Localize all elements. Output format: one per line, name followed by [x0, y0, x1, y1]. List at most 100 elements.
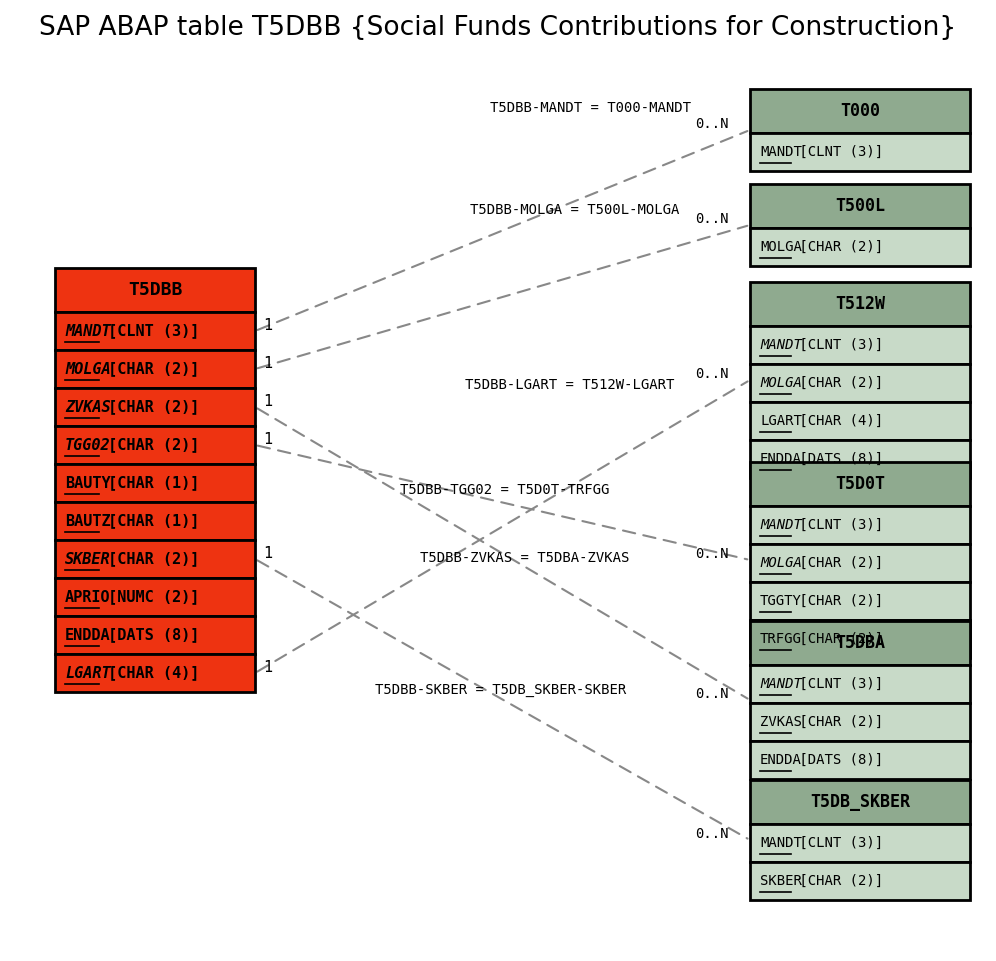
Text: TGG02: TGG02 — [65, 437, 111, 453]
Text: T5DBB-SKBER = T5DB_SKBER-SKBER: T5DBB-SKBER = T5DB_SKBER-SKBER — [375, 683, 626, 697]
Text: BAUTY: BAUTY — [65, 476, 111, 490]
Bar — [750, 582, 970, 620]
Text: T000: T000 — [840, 102, 880, 120]
Text: T5DB_SKBER: T5DB_SKBER — [810, 793, 910, 811]
Text: [DATS (8)]: [DATS (8)] — [99, 628, 199, 643]
Bar — [750, 780, 970, 824]
Text: 1: 1 — [263, 393, 272, 408]
Bar — [750, 282, 970, 326]
Bar — [750, 665, 970, 703]
Text: MOLGA: MOLGA — [760, 556, 802, 570]
Text: T5DBB-MOLGA = T500L-MOLGA: T5DBB-MOLGA = T500L-MOLGA — [470, 203, 679, 217]
Text: 0..N: 0..N — [695, 117, 728, 131]
Text: [CHAR (1)]: [CHAR (1)] — [99, 513, 199, 529]
Text: SKBER: SKBER — [65, 552, 111, 566]
Text: [CHAR (2)]: [CHAR (2)] — [791, 594, 883, 608]
Text: [CLNT (3)]: [CLNT (3)] — [791, 338, 883, 352]
Text: TGGTY: TGGTY — [760, 594, 802, 608]
Text: [CHAR (4)]: [CHAR (4)] — [99, 666, 199, 680]
Text: MANDT: MANDT — [760, 338, 802, 352]
Text: T5DBB-LGART = T512W-LGART: T5DBB-LGART = T512W-LGART — [465, 378, 674, 392]
Text: [CHAR (1)]: [CHAR (1)] — [99, 476, 199, 490]
Text: MANDT: MANDT — [760, 677, 802, 691]
Bar — [55, 312, 255, 350]
Text: MOLGA: MOLGA — [65, 361, 111, 377]
Text: SKBER: SKBER — [760, 874, 802, 888]
Text: [CLNT (3)]: [CLNT (3)] — [791, 677, 883, 691]
Bar — [750, 862, 970, 900]
Text: APRIO: APRIO — [65, 589, 111, 604]
Text: MOLGA: MOLGA — [760, 240, 802, 254]
Bar — [750, 184, 970, 228]
Text: [CHAR (2)]: [CHAR (2)] — [791, 240, 883, 254]
Text: 0..N: 0..N — [695, 212, 728, 226]
Text: 0..N: 0..N — [695, 827, 728, 841]
Text: [CHAR (2)]: [CHAR (2)] — [791, 715, 883, 729]
Text: BAUTZ: BAUTZ — [65, 513, 111, 529]
Text: 1: 1 — [263, 356, 272, 371]
Text: [CLNT (3)]: [CLNT (3)] — [791, 145, 883, 159]
Text: 1: 1 — [263, 546, 272, 560]
Text: MANDT: MANDT — [760, 836, 802, 850]
Bar — [750, 364, 970, 402]
Text: MANDT: MANDT — [760, 145, 802, 159]
Bar — [750, 741, 970, 779]
Text: SAP ABAP table T5DBB {Social Funds Contributions for Construction}: SAP ABAP table T5DBB {Social Funds Contr… — [40, 15, 956, 41]
Bar — [750, 402, 970, 440]
Text: T500L: T500L — [835, 197, 885, 215]
Text: [CHAR (2)]: [CHAR (2)] — [99, 400, 199, 414]
Text: [CHAR (2)]: [CHAR (2)] — [791, 632, 883, 646]
Text: T512W: T512W — [835, 295, 885, 313]
Bar — [750, 228, 970, 266]
Text: [CLNT (3)]: [CLNT (3)] — [99, 324, 199, 338]
Text: [CHAR (4)]: [CHAR (4)] — [791, 414, 883, 428]
Text: 0..N: 0..N — [695, 687, 728, 701]
Text: [CHAR (2)]: [CHAR (2)] — [791, 376, 883, 390]
Text: 1: 1 — [263, 431, 272, 447]
Bar — [750, 620, 970, 658]
Text: ZVKAS: ZVKAS — [760, 715, 802, 729]
Text: T5DBB-TGG02 = T5D0T-TRFGG: T5DBB-TGG02 = T5D0T-TRFGG — [400, 483, 610, 497]
Text: ENDDA: ENDDA — [65, 628, 111, 643]
Text: T5DBA: T5DBA — [835, 634, 885, 652]
Text: MANDT: MANDT — [760, 518, 802, 532]
Bar — [55, 540, 255, 578]
Text: [DATS (8)]: [DATS (8)] — [791, 452, 883, 466]
Bar — [750, 824, 970, 862]
Text: T5DBB: T5DBB — [127, 281, 182, 299]
Text: [CHAR (2)]: [CHAR (2)] — [99, 552, 199, 566]
Text: LGART: LGART — [65, 666, 111, 680]
Text: [CHAR (2)]: [CHAR (2)] — [99, 437, 199, 453]
Text: MOLGA: MOLGA — [760, 376, 802, 390]
Text: 1: 1 — [263, 659, 272, 675]
Text: 0..N: 0..N — [695, 547, 728, 561]
Bar — [55, 502, 255, 540]
Bar — [750, 544, 970, 582]
Text: [NUMC (2)]: [NUMC (2)] — [99, 589, 199, 604]
Text: ENDDA: ENDDA — [760, 452, 802, 466]
Bar — [55, 654, 255, 692]
Bar — [55, 426, 255, 464]
Bar — [55, 616, 255, 654]
Bar — [55, 268, 255, 312]
Bar — [750, 462, 970, 506]
Text: [CHAR (2)]: [CHAR (2)] — [791, 874, 883, 888]
Text: TRFGG: TRFGG — [760, 632, 802, 646]
Text: ENDDA: ENDDA — [760, 753, 802, 767]
Bar — [750, 133, 970, 171]
Text: [DATS (8)]: [DATS (8)] — [791, 753, 883, 767]
Text: 0..N: 0..N — [695, 367, 728, 381]
Bar — [55, 350, 255, 388]
Bar — [750, 703, 970, 741]
Text: MANDT: MANDT — [65, 324, 111, 338]
Bar — [55, 388, 255, 426]
Text: ZVKAS: ZVKAS — [65, 400, 111, 414]
Bar — [750, 326, 970, 364]
Bar — [750, 440, 970, 478]
Text: T5DBB-ZVKAS = T5DBA-ZVKAS: T5DBB-ZVKAS = T5DBA-ZVKAS — [420, 551, 629, 565]
Bar — [55, 578, 255, 616]
Bar — [750, 621, 970, 665]
Bar — [750, 506, 970, 544]
Text: [CHAR (2)]: [CHAR (2)] — [791, 556, 883, 570]
Text: [CLNT (3)]: [CLNT (3)] — [791, 836, 883, 850]
